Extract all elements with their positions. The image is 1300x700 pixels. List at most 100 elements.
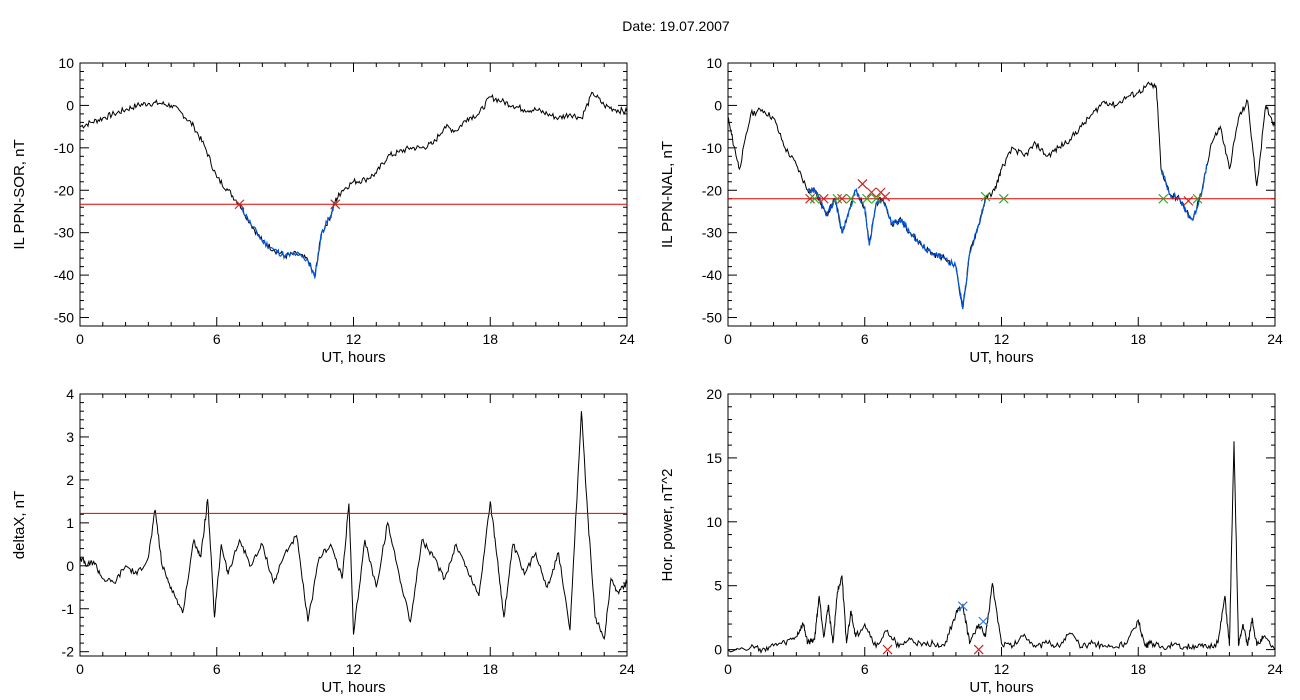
y-tick-label: -50 [54,310,74,326]
event-marker-start [818,193,829,204]
series-line [727,441,1276,654]
marker-stroke [1192,193,1203,204]
marker-stroke [998,193,1009,204]
y-tick-label: -40 [54,267,74,283]
event-marker-end [1158,193,1169,204]
y-tick-label: 5 [714,578,722,594]
y-tick-label: -10 [702,140,722,156]
event-marker-peak [978,616,989,627]
event-marker-start [882,644,893,655]
series-line [79,411,628,641]
x-tick-label: 0 [724,331,732,347]
y-tick-label: 0 [66,558,74,574]
y-tick-label: -20 [54,182,74,198]
marker-stroke [973,644,984,655]
x-tick-label: 18 [1130,331,1146,347]
event-segment-2 [1160,163,1208,221]
figure-title: Date: 19.07.2007 [622,18,730,34]
event-marker-start [880,191,891,202]
x-axis-label: UT, hours [321,349,385,366]
chart-deltax: 0 6 12 18 24 4 3 2 1 0 -1 -2 UT, hours deltaX, nT [11,386,635,696]
marker-stroke [871,193,882,204]
plot-frame [79,393,628,657]
marker-stroke [818,193,829,204]
event-marker-start [866,187,877,198]
y-tick-label: 10 [706,55,722,71]
y-tick-label: -2 [62,644,75,660]
event-marker-start [234,199,245,210]
marker-stroke [882,644,893,655]
event-marker-start [857,178,868,189]
x-tick-label: 18 [482,661,498,677]
event-marker-end [846,193,856,204]
y-tick-label: -40 [702,267,722,283]
y-tick-label: 2 [66,472,74,488]
x-tick-label: 6 [861,331,869,347]
y-tick-label: 10 [706,514,722,530]
y-tick-label: 15 [706,450,722,466]
y-tick-label: -20 [702,182,722,198]
event-segment [807,187,987,310]
marker-stroke [832,193,843,204]
y-axis-label: deltaX, nT [11,491,28,559]
marker-stroke [978,616,989,627]
x-tick-label: 18 [1130,661,1146,677]
y-tick-label: -30 [54,225,74,241]
marker-stroke [1158,193,1169,204]
y-axis-label: IL PPN-SOR, nT [11,139,28,249]
x-tick-label: 6 [213,661,221,677]
series-line [79,91,628,280]
x-tick-label: 0 [76,661,84,677]
x-tick-label: 24 [1267,331,1283,347]
marker-stroke [980,191,991,202]
y-axis-label: IL PPN-NAL, nT [659,141,676,248]
marker-stroke [880,191,891,202]
x-tick-label: 12 [994,661,1010,677]
event-marker-end [1192,193,1203,204]
marker-stroke [805,193,815,204]
y-axis-label: Hor. power, nT^2 [659,469,676,582]
x-tick-label: 6 [861,661,869,677]
event-marker-start [973,644,984,655]
x-tick-label: 12 [346,661,362,677]
marker-stroke [1183,195,1194,206]
y-tick-label: -50 [702,310,722,326]
event-marker-end [998,193,1009,204]
event-marker-end [809,193,820,204]
y-tick-label: 20 [706,386,722,402]
marker-stroke [846,193,856,204]
plot-frame [79,62,628,327]
x-tick-label: 24 [1267,661,1283,677]
chart-nal: 0 6 12 18 24 10 0 -10 -20 -30 -40 -50 UT, hours IL PP… [659,55,1283,366]
marker-stroke [862,193,872,204]
marker-stroke [837,193,847,204]
x-tick-label: 24 [619,661,635,677]
y-tick-label: 3 [66,429,74,445]
event-marker-start [837,193,847,204]
y-tick-label: -1 [62,601,75,617]
y-tick-label: -10 [54,140,74,156]
chart-sor: 0 6 12 18 24 10 0 -10 -20 -30 -40 -50 UT, hours IL PP… [11,55,635,366]
x-tick-label: 0 [76,331,84,347]
marker-stroke [957,601,968,612]
y-tick-label: 0 [714,642,722,658]
event-marker-peak [957,601,968,612]
y-tick-label: 0 [66,97,74,113]
event-marker-end [980,191,991,202]
x-tick-label: 12 [346,331,362,347]
x-tick-label: 18 [482,331,498,347]
marker-stroke [866,187,877,198]
event-marker-end [862,193,872,204]
marker-stroke [234,199,245,210]
event-marker-end [832,193,843,204]
chart-power: 0 6 12 18 24 20 15 10 5 0 UT, hours Hor. power, nT^… [659,386,1283,696]
marker-stroke [857,178,868,189]
x-tick-label: 0 [724,661,732,677]
marker-stroke [809,193,820,204]
x-tick-label: 6 [213,331,221,347]
x-axis-label: UT, hours [969,349,1033,366]
x-tick-label: 12 [994,331,1010,347]
event-marker-start [330,199,341,210]
y-tick-label: 1 [66,515,74,531]
